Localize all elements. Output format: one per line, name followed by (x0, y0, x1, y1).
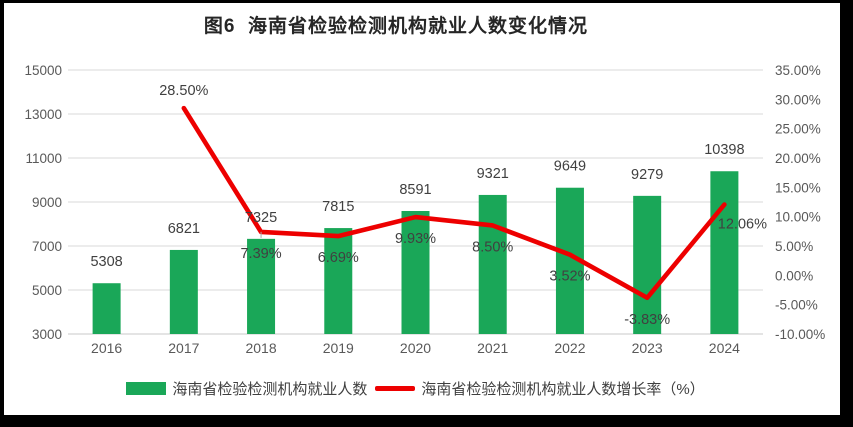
bar-value-label: 10398 (704, 142, 744, 158)
left-axis-tick-label: 7000 (32, 239, 62, 254)
bar-2020 (401, 210, 430, 334)
line-point-label: 6.69% (318, 250, 359, 266)
chart-title: 图6 海南省检验检测机构就业人数变化情况 (203, 16, 589, 37)
bar-2019 (324, 228, 353, 334)
right-axis-tick-label: 35.00% (775, 63, 821, 78)
bar-value-label: 9321 (477, 166, 509, 182)
line-point-label: 7.39% (240, 246, 281, 262)
x-axis-tick-label: 2021 (477, 340, 508, 356)
right-axis-tick-label: 5.00% (775, 239, 813, 254)
left-axis-tick-label: 5000 (32, 283, 62, 298)
left-axis-tick-label: 9000 (32, 195, 62, 210)
left-axis-tick-label: 13000 (24, 107, 62, 122)
bar-series-swatch-icon (126, 381, 167, 395)
x-axis-tick-label: 2016 (91, 340, 122, 356)
bar-value-label: 7325 (245, 210, 277, 226)
bar-2017 (169, 249, 198, 334)
line-point-label: 12.06% (718, 217, 767, 233)
legend-item-growth-rate: 海南省检验检测机构就业人数增长率（%） (375, 378, 705, 399)
chart-canvas (4, 3, 840, 415)
right-axis-tick-label: 10.00% (775, 210, 821, 225)
growth-rate-line (181, 105, 727, 301)
x-axis-tick-label: 2018 (245, 340, 276, 356)
x-axis-tick-label: 2020 (400, 340, 431, 356)
x-axis-tick-label: 2023 (632, 340, 663, 356)
line-series-swatch-icon (375, 385, 416, 391)
left-axis-tick-label: 15000 (24, 63, 62, 78)
legend-label-employment: 海南省检验检测机构就业人数 (172, 380, 368, 398)
left-axis-tick-label: 3000 (32, 327, 62, 342)
x-axis-tick-label: 2022 (554, 340, 585, 356)
x-axis-tick-label: 2024 (709, 340, 740, 356)
bar-value-label: 6821 (168, 221, 200, 237)
x-axis-tick-label: 2019 (323, 340, 354, 356)
bar-value-label: 7815 (322, 199, 354, 215)
bar-2018 (247, 238, 276, 334)
line-point-label: 28.50% (159, 83, 208, 99)
legend-item-employment: 海南省检验检测机构就业人数 (126, 378, 367, 399)
line-point-label: 9.93% (395, 231, 436, 247)
line-point-label: 3.52% (549, 269, 590, 285)
bar-2016 (92, 283, 121, 334)
left-axis-tick-label: 11000 (25, 151, 62, 166)
right-axis-tick-label: -10.00% (775, 327, 825, 342)
line-point-label: 8.50% (472, 239, 513, 255)
x-axis-tick-label: 2017 (168, 340, 199, 356)
right-axis-tick-label: 20.00% (775, 151, 821, 166)
right-axis-tick-label: 15.00% (775, 180, 821, 195)
right-axis-tick-label: -5.00% (775, 298, 818, 313)
line-point-label: -3.83% (624, 312, 670, 328)
bar-value-label: 9649 (554, 159, 586, 175)
bar-value-label: 5308 (90, 254, 122, 270)
bar-2024 (710, 171, 739, 334)
right-axis-tick-label: 0.00% (775, 268, 813, 283)
bar-2021 (478, 194, 507, 334)
right-axis-tick-label: 25.00% (775, 122, 821, 137)
right-axis-tick-label: 30.00% (775, 92, 821, 107)
bar-value-label: 8591 (399, 182, 431, 198)
bar-value-label: 9279 (631, 167, 663, 183)
bar-2023 (633, 195, 662, 334)
legend-label-growth-rate: 海南省检验检测机构就业人数增长率（%） (421, 380, 705, 398)
legend: 海南省检验检测机构就业人数 海南省检验检测机构就业人数增长率（%） (68, 378, 763, 398)
